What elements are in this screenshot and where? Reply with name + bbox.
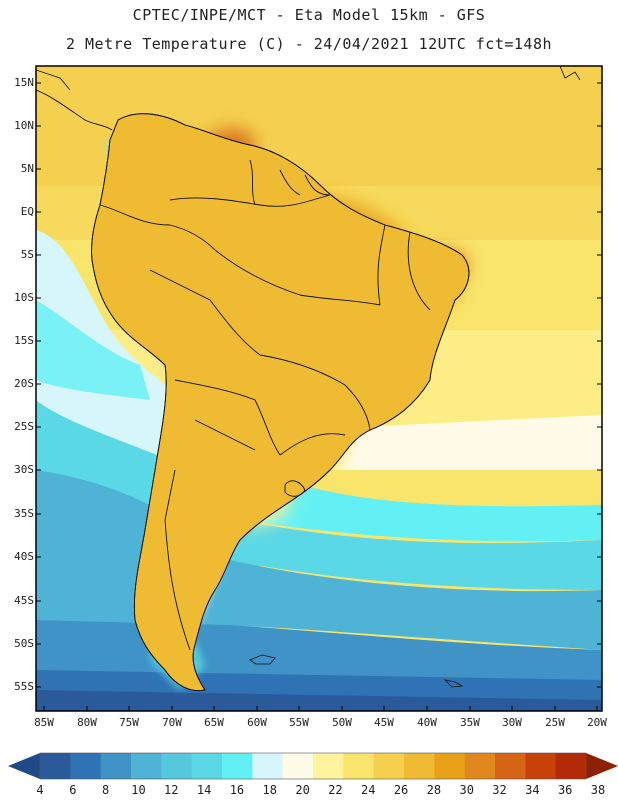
colorbar-label: 18 [262, 783, 277, 797]
colorbar-swatch [131, 753, 162, 779]
latitude-label: 5N [20, 162, 34, 175]
colorbar-label: 26 [393, 783, 409, 797]
longitude-label: 85W [34, 716, 54, 729]
longitude-label: 35W [460, 716, 480, 729]
latitude-label: 25S [14, 420, 34, 433]
longitude-label: 40W [417, 716, 437, 729]
latitude-label: 10N [14, 119, 34, 132]
colorbar-swatch [40, 753, 71, 779]
colorbar-swatch [313, 753, 344, 779]
longitude-label: 30W [502, 716, 522, 729]
colorbar-label: 32 [492, 783, 507, 797]
longitude-label: 50W [332, 716, 352, 729]
colorbar-swatch [464, 753, 496, 779]
colorbar-label: 38 [590, 783, 606, 797]
colorbar-label: 36 [557, 783, 573, 797]
colorbar-label: 4 [36, 783, 44, 797]
falkland-islands [249, 654, 276, 665]
colorbar-label: 16 [229, 783, 245, 797]
map-title-line-2: 2 Metre Temperature (C) - 24/04/2021 12U… [65, 35, 553, 53]
longitude-label: 25W [545, 716, 565, 729]
colorbar-swatch [100, 753, 132, 779]
latitude-label: 35S [14, 507, 34, 520]
colorbar-swatch [373, 753, 405, 779]
longitude-label: 80W [77, 716, 97, 729]
colorbar-label: 24 [361, 783, 376, 797]
longitude-label: 75W [119, 716, 139, 729]
colorbar-swatch [222, 753, 253, 779]
colorbar-swatch [191, 753, 223, 779]
colorbar-swatch [495, 753, 526, 779]
colorbar-label: 20 [295, 783, 310, 797]
axis-ticks [36, 82, 602, 711]
colorbar-swatch [555, 753, 587, 779]
latitude-label: EQ [20, 205, 34, 218]
longitude-label: 70W [162, 716, 182, 729]
colorbar-high-arrow [586, 753, 618, 779]
latitude-label: 20S [14, 377, 34, 390]
colorbar-outline [39, 752, 587, 780]
colorbar-label: 8 [102, 783, 110, 797]
colorbar-swatch [161, 753, 193, 779]
latitude-label: 40S [14, 550, 34, 563]
latitude-label: 50S [14, 637, 34, 650]
colorbar-swatch [525, 753, 557, 779]
colorbar-swatch [70, 753, 102, 779]
colorbar-label: 12 [164, 783, 179, 797]
country-borders [91, 113, 470, 692]
map-frame [35, 65, 603, 712]
map-title-line-1: CPTEC/INPE/MCT - Eta Model 15km - GFS [132, 6, 486, 24]
colorbar-label: 34 [525, 783, 540, 797]
temperature-field [36, 66, 602, 711]
longitude-label: 65W [204, 716, 224, 729]
colorbar-label: 28 [426, 783, 442, 797]
colorbar-low-arrow [8, 753, 40, 779]
colorbar-swatch [252, 753, 284, 779]
colorbar-label: 6 [69, 783, 77, 797]
latitude-label: 15N [14, 76, 34, 89]
colorbar-swatch [434, 753, 466, 779]
latitude-label: 10S [14, 291, 34, 304]
colorbar-label: 10 [131, 783, 146, 797]
colorbar [8, 752, 618, 780]
colorbar-swatch [404, 753, 435, 779]
colorbar-label: 30 [459, 783, 474, 797]
south-georgia-island [443, 679, 464, 688]
colorbar-swatch [282, 753, 314, 779]
longitude-label: 45W [374, 716, 394, 729]
central-america [36, 66, 581, 131]
latitude-label: 45S [14, 594, 34, 607]
longitude-label: 55W [289, 716, 309, 729]
latitude-label: 5S [20, 248, 34, 261]
colorbar-label: 14 [196, 783, 212, 797]
colorbar-swatch [343, 753, 375, 779]
latitude-label: 30S [14, 463, 34, 476]
latitude-label: 15S [14, 334, 34, 347]
longitude-label: 60W [247, 716, 267, 729]
latitude-label: 55S [14, 680, 34, 693]
longitude-label: 20W [587, 716, 607, 729]
colorbar-label: 22 [328, 783, 343, 797]
